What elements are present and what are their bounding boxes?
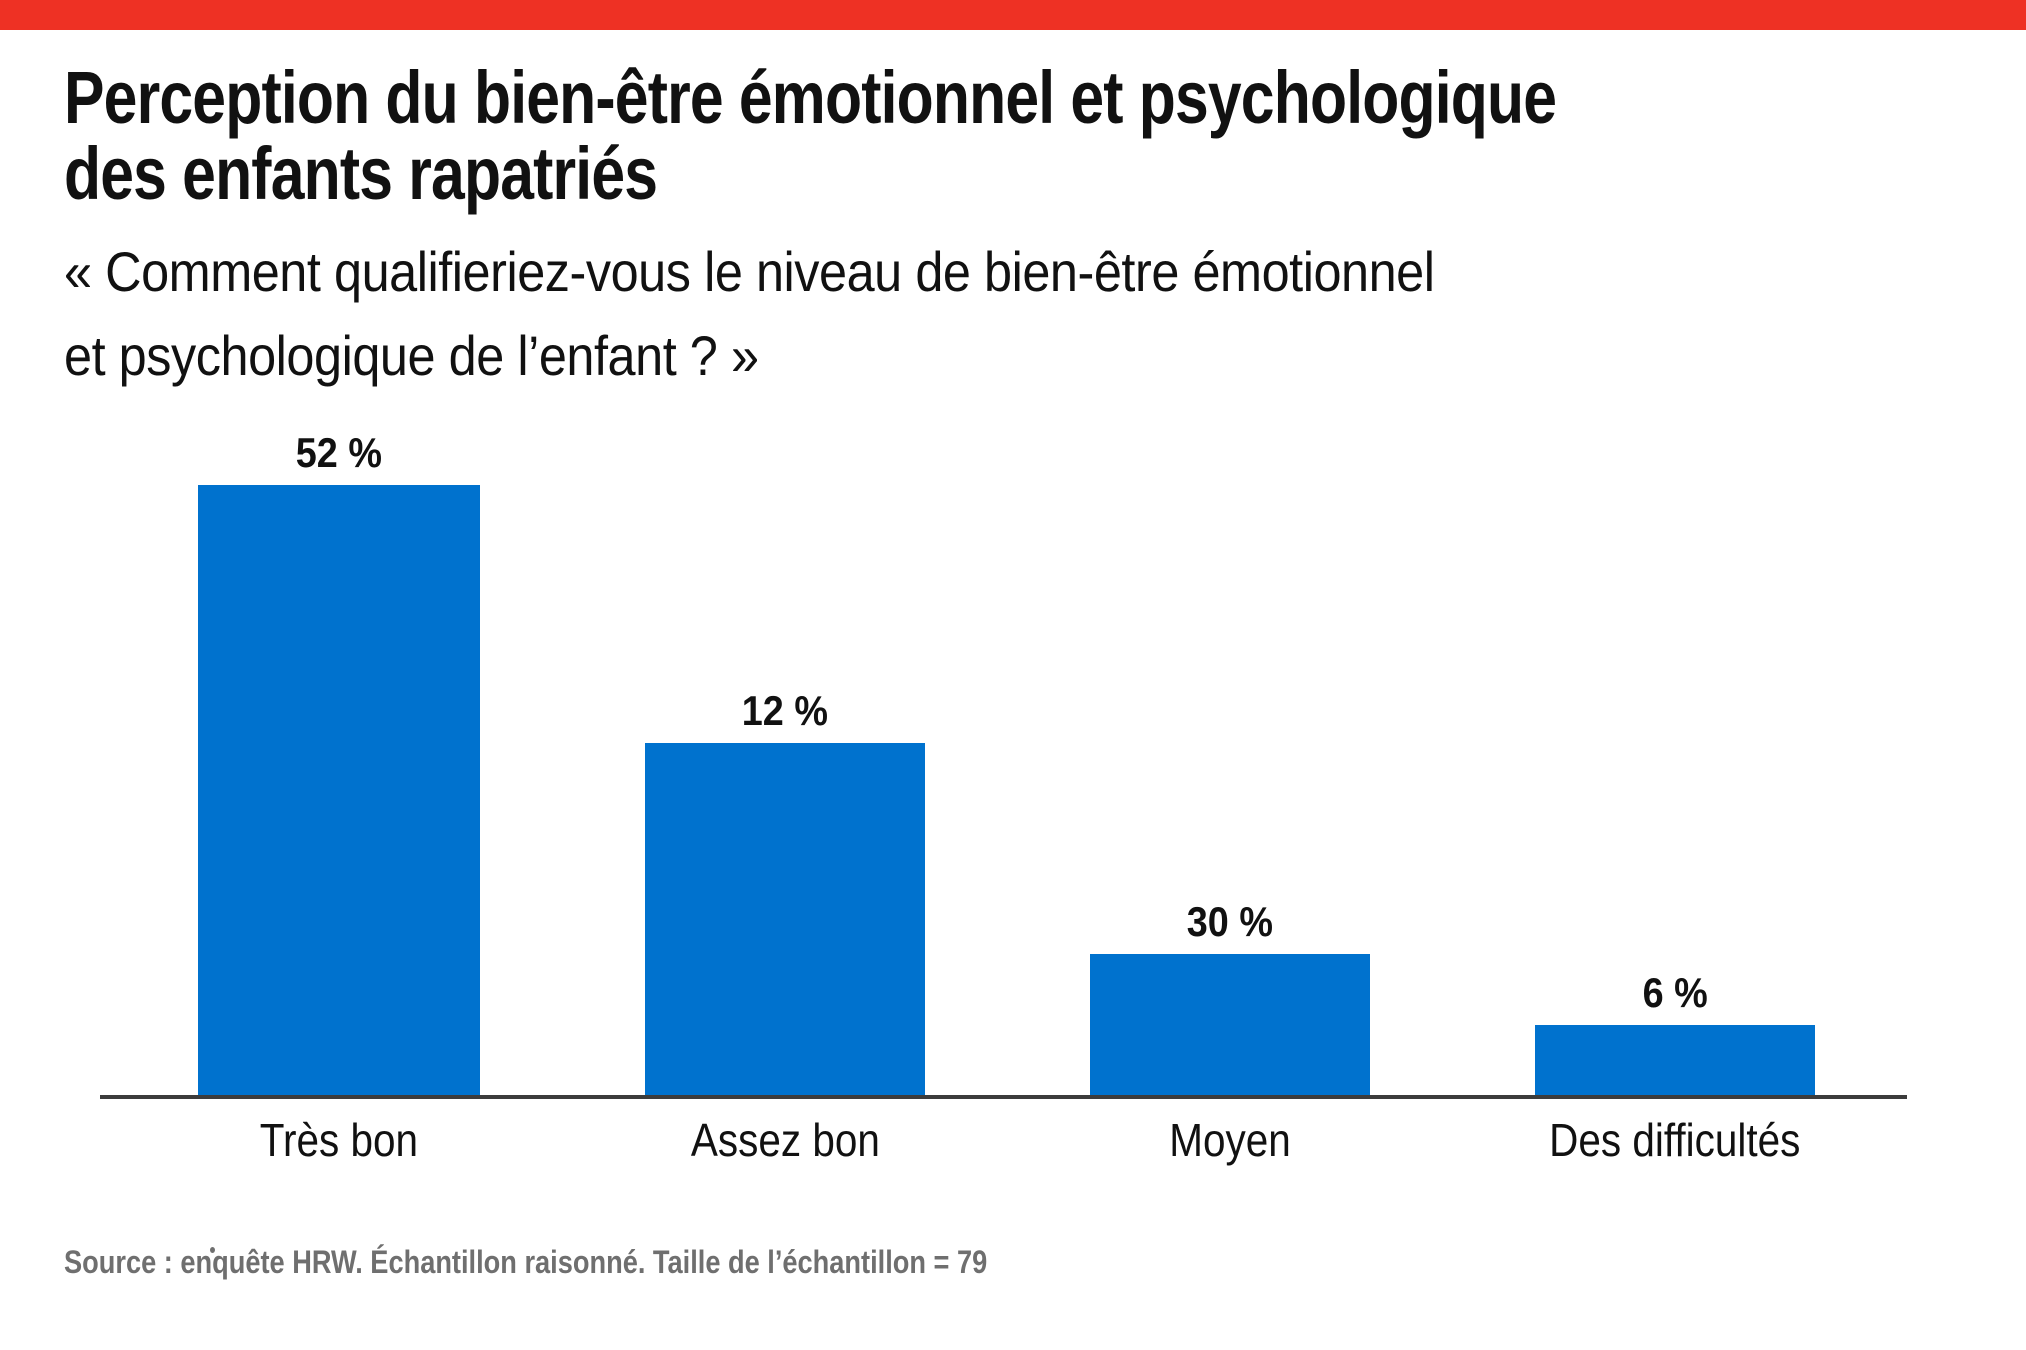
brand-red-top-bar xyxy=(0,0,2026,30)
category-label-3: Moyen xyxy=(1169,1114,1291,1166)
stray-dot-artifact xyxy=(210,1247,215,1253)
chart-subtitle-line1: « Comment qualifieriez-vous le niveau de… xyxy=(64,240,1435,303)
chart-subtitle-question: « Comment qualifieriez-vous le niveau de… xyxy=(64,230,1587,398)
bar-value-label-3: 30 % xyxy=(1186,898,1274,945)
category-label-4: Des difficultés xyxy=(1549,1114,1801,1166)
bar-4 xyxy=(1535,1025,1815,1095)
bar-value-label-4: 6 % xyxy=(1642,969,1708,1016)
bar-1 xyxy=(198,485,480,1095)
chart-title-line2: des enfants rapatriés xyxy=(64,132,658,215)
bar-value-label-2: 12 % xyxy=(741,687,829,734)
x-axis-baseline xyxy=(100,1095,1907,1099)
chart-subtitle-line2: et psychologique de l’enfant ? » xyxy=(64,324,759,387)
bar-2 xyxy=(645,743,925,1095)
category-label-2: Assez bon xyxy=(690,1114,880,1166)
chart-title: Perception du bien-être émotionnel et ps… xyxy=(64,60,1884,212)
category-label-1: Très bon xyxy=(259,1114,419,1166)
bar-value-label-1: 52 % xyxy=(295,429,383,476)
bar-3 xyxy=(1090,954,1370,1095)
chart-title-line1: Perception du bien-être émotionnel et ps… xyxy=(64,56,1557,139)
source-note: Source : enquête HRW. Échantillon raison… xyxy=(64,1244,988,1280)
